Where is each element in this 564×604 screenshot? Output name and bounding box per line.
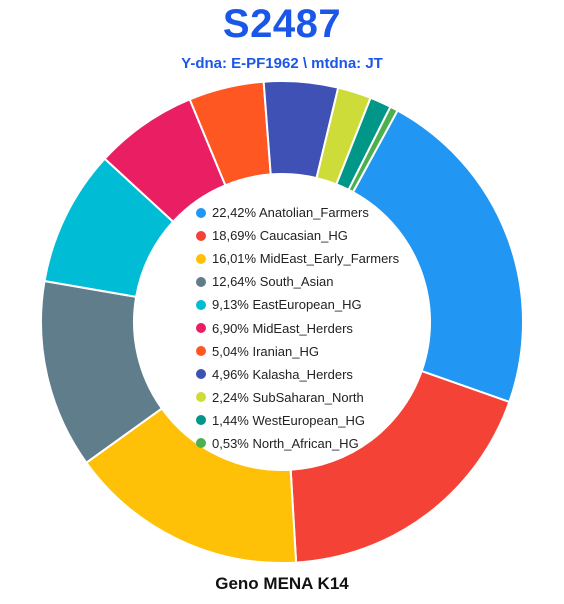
legend-label: 1,44% WestEuropean_HG bbox=[212, 412, 365, 428]
legend-item-mideast-early-farmers: 16,01% MidEast_Early_Farmers bbox=[196, 247, 399, 270]
chart-caption: Geno MENA K14 bbox=[215, 574, 349, 593]
legend-item-anatolian-farmers: 22,42% Anatolian_Farmers bbox=[196, 201, 399, 224]
legend-item-westeuropean-hg: 1,44% WestEuropean_HG bbox=[196, 409, 399, 432]
legend-swatch bbox=[196, 299, 206, 310]
legend-label: 18,69% Caucasian_HG bbox=[212, 228, 348, 244]
legend-swatch bbox=[196, 392, 206, 403]
legend-item-south-asian: 12,64% South_Asian bbox=[196, 270, 399, 293]
legend-label: 9,13% EastEuropean_HG bbox=[212, 297, 362, 313]
legend-swatch bbox=[196, 276, 206, 287]
legend-label: 4,96% Kalasha_Herders bbox=[212, 366, 353, 382]
legend-swatch bbox=[196, 253, 206, 264]
slice-anatolian-farmers bbox=[351, 109, 524, 404]
legend-item-easteuropean-hg: 9,13% EastEuropean_HG bbox=[196, 293, 399, 316]
legend-label: 16,01% MidEast_Early_Farmers bbox=[212, 251, 400, 267]
legend-swatch bbox=[196, 346, 206, 357]
legend-item-subsaharan-north: 2,24% SubSaharan_North bbox=[196, 386, 399, 409]
legend-item-caucasian-hg: 18,69% Caucasian_HG bbox=[196, 224, 399, 247]
legend-label: 22,42% Anatolian_Farmers bbox=[212, 205, 369, 221]
legend-item-kalasha-herders: 4,96% Kalasha_Herders bbox=[196, 363, 399, 386]
legend-item-north-african-hg: 0,53% North_African_HG bbox=[196, 432, 399, 455]
legend-label: 12,64% South_Asian bbox=[212, 274, 334, 290]
legend-label: 6,90% MidEast_Herders bbox=[212, 320, 353, 336]
legend-label: 2,24% SubSaharan_North bbox=[212, 389, 364, 405]
page-title: S2487 bbox=[222, 2, 342, 46]
legend-label: 5,04% Iranian_HG bbox=[212, 343, 319, 359]
legend-swatch bbox=[196, 207, 206, 218]
legend-item-mideast-herders: 6,90% MidEast_Herders bbox=[196, 316, 399, 339]
slice-north-african-hg bbox=[347, 105, 399, 194]
legend-label: 0,53% North_African_HG bbox=[212, 435, 359, 451]
chart-legend: 22,42% Anatolian_Farmers 18,69% Caucasian… bbox=[196, 201, 399, 455]
legend-swatch bbox=[196, 323, 206, 334]
legend-swatch bbox=[196, 415, 206, 426]
page-subtitle: Y-dna: E-PF1962 \ mtdna: JT bbox=[181, 55, 383, 72]
legend-swatch bbox=[196, 369, 206, 380]
legend-swatch bbox=[196, 438, 206, 449]
legend-item-iranian-hg: 5,04% Iranian_HG bbox=[196, 340, 399, 363]
legend-swatch bbox=[196, 230, 206, 241]
